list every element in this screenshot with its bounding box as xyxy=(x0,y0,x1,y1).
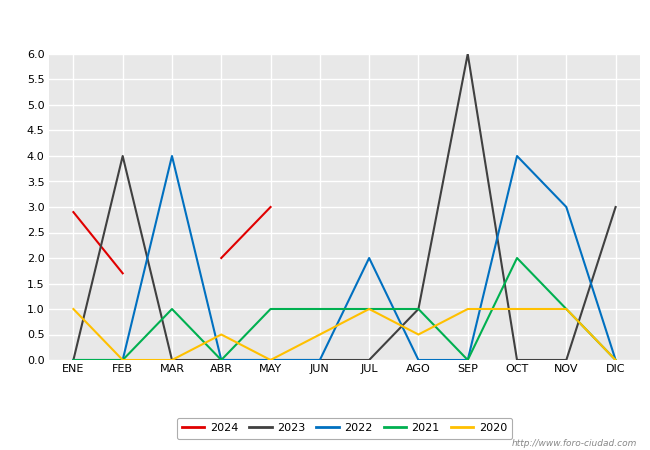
Text: Matriculaciones de Vehiculos en Alcalá de Ebro: Matriculaciones de Vehiculos en Alcalá d… xyxy=(130,14,520,32)
Text: http://www.foro-ciudad.com: http://www.foro-ciudad.com xyxy=(512,439,637,448)
Legend: 2024, 2023, 2022, 2021, 2020: 2024, 2023, 2022, 2021, 2020 xyxy=(177,418,512,439)
